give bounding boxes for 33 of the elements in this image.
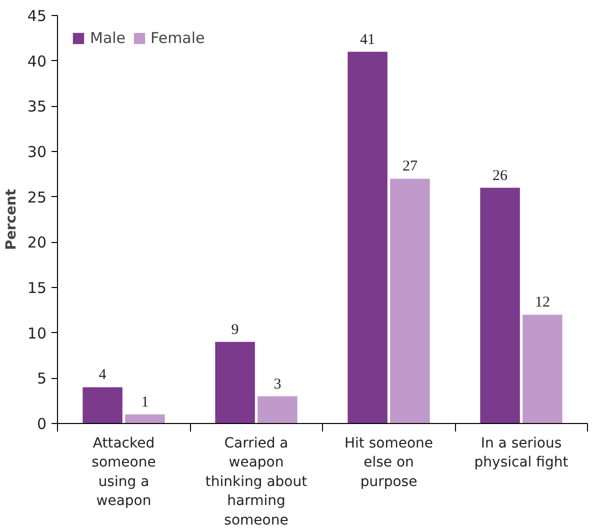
x-tick-label: Carried a weapon thinking about harming someone bbox=[205, 436, 308, 528]
legend-label: Male bbox=[90, 29, 126, 47]
data-label: 3 bbox=[274, 376, 282, 392]
y-tick-label: 30 bbox=[27, 143, 47, 161]
x-tick-label: Attacked someone using a weapon bbox=[92, 436, 156, 510]
legend-label: Female bbox=[150, 29, 205, 47]
bar bbox=[82, 387, 122, 424]
y-tick-label: 40 bbox=[27, 52, 47, 70]
bar bbox=[480, 188, 520, 424]
data-label: 9 bbox=[231, 322, 239, 338]
y-tick-label: 15 bbox=[27, 279, 47, 297]
y-tick-label: 5 bbox=[36, 370, 47, 388]
data-label: 12 bbox=[534, 294, 550, 311]
y-axis-title: Percent bbox=[3, 188, 20, 250]
x-tick-label: Hit someone else on purpose bbox=[344, 436, 434, 490]
y-tick-label: 20 bbox=[27, 234, 47, 252]
y-tick-label: 0 bbox=[36, 415, 47, 433]
y-tick-label: 35 bbox=[27, 98, 47, 116]
bar bbox=[522, 314, 562, 424]
data-label: 26 bbox=[492, 168, 508, 184]
bar bbox=[215, 342, 255, 424]
y-tick-label: 10 bbox=[27, 324, 47, 342]
y-tick-label: 25 bbox=[27, 188, 47, 206]
bar bbox=[348, 52, 388, 424]
y-tick-label: 45 bbox=[27, 7, 47, 25]
data-label: 4 bbox=[98, 367, 107, 384]
bar bbox=[390, 178, 430, 424]
bar bbox=[125, 414, 165, 424]
data-label: 41 bbox=[360, 32, 376, 48]
bar bbox=[258, 396, 298, 424]
data-label: 1 bbox=[141, 394, 149, 410]
data-label: 27 bbox=[402, 158, 418, 175]
x-tick-label: In a serious physical fight bbox=[474, 436, 569, 471]
